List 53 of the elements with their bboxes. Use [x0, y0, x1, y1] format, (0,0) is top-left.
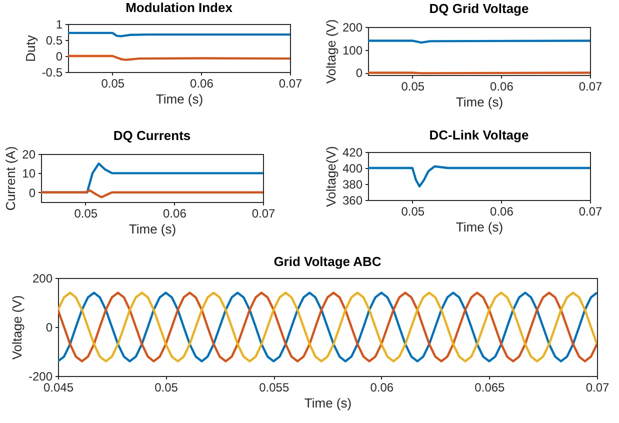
x-axis-title: Time (s) [456, 94, 504, 110]
x-tick-label: 0.06 [370, 380, 394, 394]
x-tick-label: 0.065 [474, 380, 506, 394]
y-tick-label: 20 [22, 148, 36, 162]
line-series [368, 165, 590, 188]
y-tick-label: 200 [342, 20, 363, 34]
x-tick-label: 0.06 [490, 204, 514, 218]
x-axis-title: Time (s) [456, 220, 504, 234]
y-tick-label: 0 [356, 66, 363, 80]
y-tick-label: 380 [342, 178, 363, 192]
y-axis-title: Duty [22, 34, 38, 62]
x-tick-label: 0.055 [259, 380, 290, 394]
y-tick-label: 200 [32, 272, 53, 286]
chart-title: Modulation Index [126, 0, 234, 15]
y-tick-label: 420 [342, 146, 363, 160]
line-series [41, 189, 263, 198]
y-tick-label: 400 [342, 162, 363, 176]
x-tick-label: 0.05 [74, 206, 98, 220]
chart-title: DC-Link Voltage [429, 128, 529, 143]
x-tick-label: 0.07 [278, 76, 302, 90]
y-axis-title: Voltage(V) [323, 146, 338, 207]
x-tick-label: 0.05 [154, 380, 178, 394]
chart-title: Grid Voltage ABC [274, 254, 382, 269]
x-tick-label: 0.05 [401, 80, 425, 94]
chart-title: DQ Grid Voltage [429, 0, 529, 16]
y-tick-label: 0 [28, 186, 36, 200]
y-tick-label: 100 [342, 43, 363, 58]
y-tick-label: 0 [56, 50, 63, 64]
x-tick-label: 0.06 [490, 80, 514, 94]
y-tick-label: 10 [22, 166, 36, 181]
y-tick-label: 1 [56, 18, 63, 32]
line-series [58, 292, 597, 362]
y-tick-label: 0.5 [46, 34, 63, 48]
x-tick-label: 0.05 [401, 204, 425, 218]
x-tick-label: 0.06 [190, 76, 214, 90]
x-tick-label: 0.045 [43, 380, 74, 394]
chart-title: DQ Currents [113, 128, 191, 143]
x-axis-title: Time (s) [128, 222, 176, 236]
y-axis-title: Voltage (V) [323, 19, 338, 84]
x-tick-label: 0.07 [578, 204, 602, 218]
x-axis-title: Time (s) [304, 396, 352, 410]
y-tick-label: 360 [342, 194, 363, 208]
y-tick-label: -0.5 [42, 66, 63, 80]
x-axis-title: Time (s) [156, 92, 204, 106]
x-tick-label: 0.07 [252, 206, 276, 220]
x-tick-label: 0.05 [101, 76, 125, 90]
x-tick-label: 0.07 [586, 380, 610, 394]
y-tick-label: 0 [46, 320, 53, 334]
y-axis-title: Current (A) [3, 146, 18, 211]
x-tick-label: 0.06 [163, 206, 187, 220]
y-tick-label: -200 [28, 370, 53, 384]
y-axis-title: Voltage (V) [9, 295, 24, 360]
x-tick-label: 0.07 [578, 80, 602, 94]
